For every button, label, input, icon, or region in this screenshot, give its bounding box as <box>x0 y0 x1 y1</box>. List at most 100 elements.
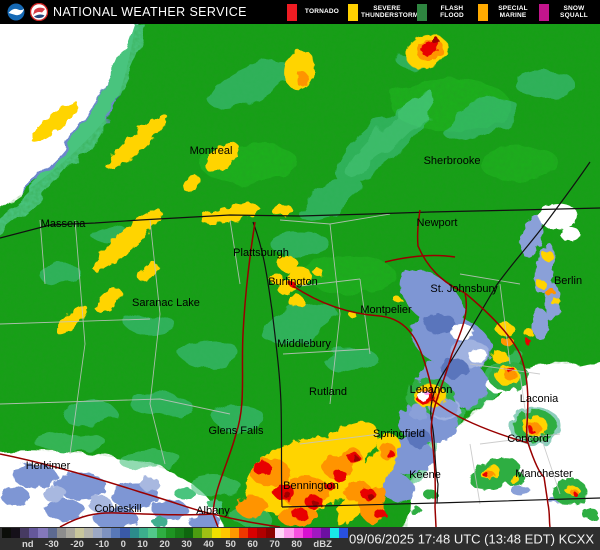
colorbar-tick: nd <box>22 538 34 550</box>
colorbar-tick: 40 <box>203 538 214 550</box>
colorbar-cell <box>220 528 230 538</box>
city-label: Sherbrooke <box>424 155 481 167</box>
city-label: Springfield <box>373 428 425 440</box>
city-label: Herkimer <box>26 460 71 472</box>
city-label: Saranac Lake <box>132 297 200 309</box>
colorbar-cell <box>339 528 349 538</box>
colorbar-cell <box>302 528 312 538</box>
city-label: Montpelier <box>360 304 412 316</box>
city-label: Albany <box>196 505 230 517</box>
colorbar-cell <box>175 528 185 538</box>
special-marine-swatch <box>478 3 488 21</box>
colorbar-tick: dBZ <box>313 538 332 550</box>
county-borders <box>0 213 561 505</box>
colorbar-tick: 20 <box>159 538 170 550</box>
colorbar-cell <box>202 528 212 538</box>
colorbar-tick: 30 <box>181 538 192 550</box>
colorbar-cell <box>211 528 221 538</box>
colorbar-tick: -30 <box>45 538 59 550</box>
colorbar-cell <box>147 528 157 538</box>
snow-squall-swatch <box>539 3 549 21</box>
colorbar-tick: -10 <box>95 538 110 550</box>
radar-canvas: Montreal Sherbrooke Massena Newport Plattsbu… <box>0 4 600 544</box>
colorbar-tick: 80 <box>291 538 302 550</box>
city-label: Newport <box>417 217 458 229</box>
colorbar-cell <box>238 528 248 538</box>
colorbar-cell <box>266 528 276 538</box>
colorbar-cell <box>120 528 130 538</box>
city-label: Plattsburgh <box>233 247 289 259</box>
colorbar-tick: 70 <box>269 538 280 550</box>
city-label: Lebanon <box>410 384 453 396</box>
colorbar-cell <box>83 528 94 538</box>
colorbar-tick: 60 <box>247 538 258 550</box>
colorbar-cell <box>29 528 39 538</box>
radar-map[interactable]: Montreal Sherbrooke Massena Newport Plattsbu… <box>0 4 600 544</box>
city-label: Manchester <box>515 468 573 480</box>
interstate-roads <box>0 209 551 528</box>
city-label: Massena <box>41 218 87 230</box>
city-labels: Montreal Sherbrooke Massena Newport Plattsbu… <box>26 145 582 517</box>
colorbar-cell <box>284 528 294 538</box>
colorbar-cell <box>138 528 148 538</box>
colorbar-cell <box>320 528 330 538</box>
radar-blue-mix-layer <box>1 203 580 531</box>
city-label: Laconia <box>520 393 559 405</box>
colorbar-cell <box>74 528 84 538</box>
alert-legend-flash-flood[interactable]: FLASH FLOOD <box>417 3 474 21</box>
brand: NATIONAL WEATHER SERVICE <box>0 3 247 21</box>
severe-thunderstorm-swatch <box>348 3 358 21</box>
colorbar-tick: 0 <box>120 538 126 550</box>
colorbar-tick: 50 <box>225 538 236 550</box>
colorbar-ticks: nd -30 -20 -10 0 10 20 30 40 50 60 70 80 dBZ <box>22 538 332 550</box>
app-title: NATIONAL WEATHER SERVICE <box>53 5 247 19</box>
city-label: Rutland <box>309 386 347 398</box>
city-label: Burlington <box>268 276 318 288</box>
colorbar-cell <box>275 528 285 538</box>
colorbar-cell <box>56 528 66 538</box>
state-borders <box>0 161 600 508</box>
city-label: Bennington <box>283 480 339 492</box>
colorbar-cell <box>11 528 21 538</box>
colorbar-cell <box>65 528 75 538</box>
city-label: Montreal <box>190 145 233 157</box>
flash-flood-swatch <box>417 3 427 21</box>
city-label: Berlin <box>554 275 582 287</box>
colorbar-cell <box>293 528 303 538</box>
alert-legend-snow-squall[interactable]: SNOW SQUALL <box>539 3 596 21</box>
noaa-logo-icon <box>7 3 25 21</box>
colorbar-cell <box>2 528 12 538</box>
colorbar-cell <box>38 528 48 538</box>
alert-legend-severe-thunderstorm[interactable]: SEVERE THUNDERSTORM <box>348 3 418 21</box>
colorbar-cell <box>329 528 340 538</box>
header-bar: NATIONAL WEATHER SERVICE TORNADO SEVERE … <box>0 0 600 24</box>
colorbar-cell <box>165 528 176 538</box>
colorbar-cell <box>129 528 139 538</box>
colorbar-cell <box>102 528 112 538</box>
colorbar-cell <box>47 528 57 538</box>
colorbar-scale <box>2 528 349 538</box>
city-label: Keene <box>409 469 441 481</box>
tornado-swatch <box>287 3 297 21</box>
colorbar-cell <box>247 528 258 538</box>
alert-legend-special-marine[interactable]: SPECIAL MARINE <box>478 3 535 21</box>
colorbar: nd -30 -20 -10 0 10 20 30 40 50 60 70 80 dBZ 09/06/20… <box>0 527 600 550</box>
city-label: Concord <box>507 433 549 445</box>
alert-legend: TORNADO SEVERE THUNDERSTORM FLASH FLOOD … <box>287 3 600 21</box>
colorbar-cell <box>111 528 121 538</box>
colorbar-cell <box>184 528 194 538</box>
city-label: Cobleskill <box>94 503 141 515</box>
colorbar-cell <box>93 528 103 538</box>
city-label: Glens Falls <box>208 425 264 437</box>
city-label: St. Johnsbury <box>430 283 498 295</box>
colorbar-cell <box>229 528 239 538</box>
nws-logo-icon <box>30 3 48 21</box>
colorbar-tick: -20 <box>70 538 84 550</box>
colorbar-cell <box>156 528 166 538</box>
colorbar-tick: 10 <box>137 538 148 550</box>
timestamp: 09/06/2025 17:48 UTC (13:48 EDT) KCXX <box>349 531 594 546</box>
colorbar-cell <box>193 528 203 538</box>
alert-legend-tornado[interactable]: TORNADO <box>287 3 344 21</box>
colorbar-cell <box>257 528 267 538</box>
